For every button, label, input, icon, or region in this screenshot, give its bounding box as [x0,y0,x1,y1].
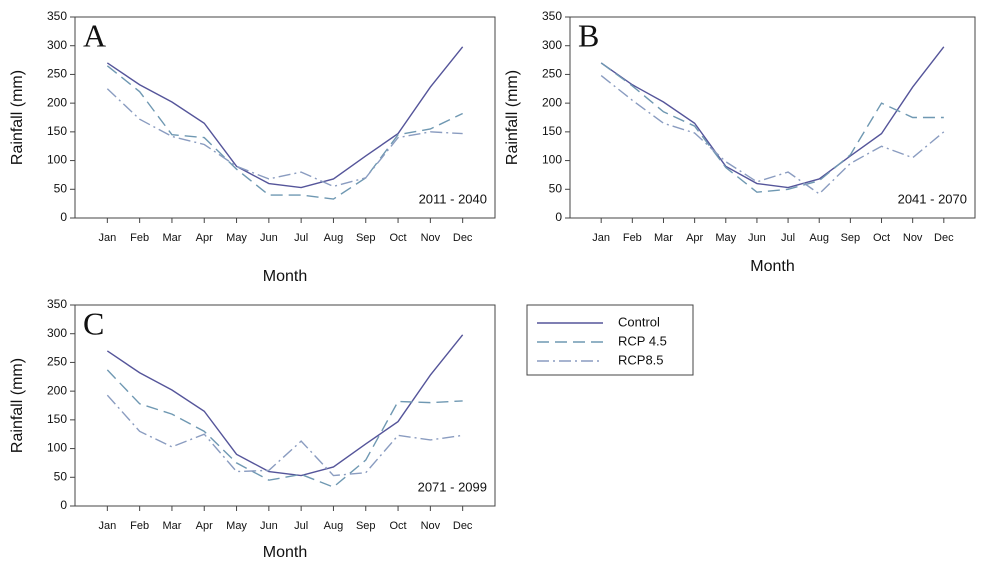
x-tick-label: Dec [453,520,473,532]
series-line [600,75,945,195]
x-tick-label: May [226,232,247,244]
y-tick-label: 150 [47,124,67,138]
y-tick-label: 150 [47,412,67,426]
x-tick-label: Aug [324,520,344,532]
y-tick-label: 300 [542,38,562,52]
panel-letter: B [578,17,599,53]
x-tick-label: Sep [841,232,861,244]
y-axis-label: Rainfall (mm) [504,70,521,165]
y-tick-label: 250 [47,67,67,81]
series-line [106,334,464,477]
x-axis-label: Month [750,258,794,275]
y-tick-label: 200 [47,383,67,397]
y-tick-label: 150 [542,124,562,138]
series-line [106,394,463,477]
x-tick-label: Apr [196,520,213,532]
x-tick-label: Feb [623,232,642,244]
x-tick-label: Jul [294,520,308,532]
y-tick-label: 50 [549,181,563,195]
period-label: 2011 - 2040 [419,191,487,206]
y-tick-label: 0 [555,210,562,224]
y-tick-label: 300 [47,326,67,340]
x-tick-label: Mar [162,232,181,244]
x-axis-label: Month [263,268,307,285]
panel-letter: C [83,305,104,341]
y-tick-label: 250 [542,67,562,81]
x-tick-label: Apr [686,232,703,244]
x-tick-label: Mar [654,232,673,244]
x-tick-label: Oct [873,232,890,244]
plot-frame [74,16,496,219]
x-tick-label: May [715,232,736,244]
y-tick-label: 250 [47,355,67,369]
legend-label: RCP 4.5 [618,333,667,348]
y-tick-label: 100 [47,441,67,455]
y-tick-label: 100 [47,153,67,167]
y-tick-label: 300 [47,38,67,52]
x-tick-label: Dec [453,232,473,244]
series-line [106,88,463,188]
y-axis-label: Rainfall (mm) [9,358,26,453]
x-tick-label: Jun [748,232,766,244]
legend-label: Control [618,314,660,329]
x-axis-label: Month [263,544,307,561]
y-tick-label: 350 [47,297,67,311]
x-tick-label: Apr [196,232,213,244]
x-tick-label: Aug [324,232,344,244]
series-line [106,46,464,189]
x-tick-label: Mar [162,520,181,532]
y-tick-label: 0 [60,210,67,224]
plot-frame [569,16,976,219]
panel-letter: A [83,17,106,53]
x-tick-label: Nov [421,232,441,244]
x-tick-label: Feb [130,520,149,532]
x-tick-label: Jan [98,232,116,244]
series-line [106,369,463,488]
y-tick-label: 0 [60,498,67,512]
y-tick-label: 50 [54,469,68,483]
x-tick-label: Jul [781,232,795,244]
y-tick-label: 200 [47,95,67,109]
y-axis-label: Rainfall (mm) [9,70,26,165]
legend-label: RCP8.5 [618,352,664,367]
y-tick-label: 50 [54,181,68,195]
series-line [106,65,463,200]
x-tick-label: Dec [934,232,954,244]
plot-frame [74,304,496,507]
x-tick-label: Jan [98,520,116,532]
x-tick-label: Jun [260,232,278,244]
x-tick-label: Aug [809,232,829,244]
y-tick-label: 100 [542,153,562,167]
period-label: 2071 - 2099 [418,479,487,494]
x-tick-label: Nov [903,232,923,244]
x-tick-label: Oct [389,520,406,532]
series-line [600,62,944,193]
x-tick-label: Nov [421,520,441,532]
x-tick-label: Jul [294,232,308,244]
legend-box [526,304,694,376]
y-tick-label: 200 [542,95,562,109]
x-tick-label: Sep [356,232,376,244]
x-tick-label: Feb [130,232,149,244]
y-tick-label: 350 [542,9,562,23]
period-label: 2041 - 2070 [898,191,967,206]
x-tick-label: Jun [260,520,278,532]
x-tick-label: Sep [356,520,376,532]
x-tick-label: Oct [389,232,406,244]
series-line [600,46,945,189]
y-tick-label: 350 [47,9,67,23]
x-tick-label: May [226,520,247,532]
x-tick-label: Jan [592,232,610,244]
